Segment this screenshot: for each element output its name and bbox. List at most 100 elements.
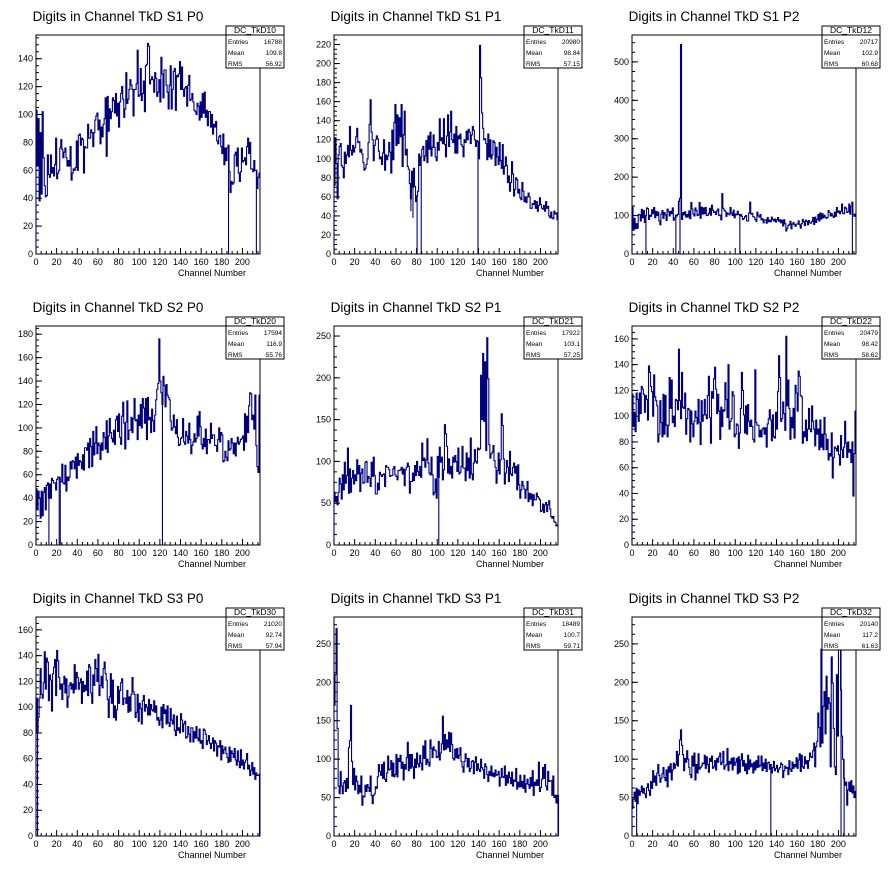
stats-value: 109.8 (266, 50, 283, 57)
x-tick-label: 60 (93, 839, 103, 849)
plot-title: Digits in Channel TkD S2 P2 (629, 300, 800, 315)
stats-box (821, 316, 881, 360)
x-tick-label: 20 (350, 257, 360, 267)
x-tick-label: 100 (430, 839, 445, 849)
y-tick-label: 160 (614, 334, 629, 344)
x-tick-label: 60 (93, 548, 103, 558)
x-tick-label: 40 (72, 839, 82, 849)
x-tick-label: 80 (710, 548, 720, 558)
y-tick-label: 40 (23, 779, 33, 789)
y-tick-label: 60 (23, 754, 33, 764)
y-tick-label: 200 (316, 677, 331, 687)
x-tick-label: 140 (173, 257, 188, 267)
x-tick-label: 40 (668, 839, 678, 849)
x-tick-label: 100 (430, 257, 445, 267)
stats-label: RMS (824, 643, 839, 650)
y-tick-label: 120 (18, 399, 33, 409)
y-tick-label: 80 (23, 728, 33, 738)
histogram-panel: Digits in Channel TkD S3 P2 0 20 40 60 80 100 1… (614, 591, 881, 860)
x-tick-label: 80 (412, 548, 422, 558)
stats-value: 116.9 (266, 341, 282, 348)
stats-label: Mean (526, 341, 543, 348)
plot-title: Digits in Channel TkD S1 P0 (33, 9, 204, 24)
x-tick-label: 160 (194, 548, 209, 558)
x-tick-label: 160 (790, 839, 805, 849)
y-tick-label: 60 (619, 463, 629, 473)
stats-name: DC_TkD32 (830, 607, 872, 617)
y-tick-label: 200 (316, 59, 331, 69)
stats-label: RMS (526, 643, 541, 650)
y-tick-label: 0 (28, 540, 33, 550)
x-axis-label: Channel Number (178, 559, 246, 569)
stats-value: 100.7 (564, 632, 581, 639)
x-tick-label: 140 (769, 839, 784, 849)
histogram-series-line (333, 337, 558, 545)
stats-label: RMS (228, 352, 243, 359)
x-tick-label: 0 (331, 548, 336, 558)
x-tick-label: 120 (152, 548, 167, 558)
histogram-panel: Digits in Channel TkD S2 P2 0 20 40 60 80 100 1… (614, 300, 881, 569)
y-tick-label: 140 (18, 651, 33, 661)
stats-name: DC_TkD20 (234, 316, 276, 326)
y-tick-label: 200 (614, 172, 629, 182)
stats-label: RMS (824, 352, 839, 359)
x-tick-label: 120 (152, 257, 167, 267)
histogram-panel: Digits in Channel TkD S2 P1 0 20 40 60 80 100 1… (316, 300, 583, 569)
stats-value: 56.92 (266, 61, 283, 68)
stats-value: 59.71 (564, 643, 581, 650)
y-tick-label: 50 (619, 793, 629, 803)
y-tick-label: 20 (23, 517, 33, 527)
stats-label: Entries (526, 330, 547, 337)
x-tick-label: 60 (391, 548, 401, 558)
y-tick-label: 250 (614, 639, 629, 649)
stats-label: Entries (824, 621, 845, 628)
stats-name: DC_TkD12 (830, 25, 872, 35)
x-tick-label: 100 (132, 257, 147, 267)
stats-value: 17594 (264, 330, 282, 337)
stats-label: Entries (228, 39, 249, 46)
y-tick-label: 20 (321, 230, 331, 240)
x-tick-label: 120 (152, 839, 167, 849)
histogram-series-line (333, 44, 558, 254)
y-tick-label: 120 (614, 385, 629, 395)
stats-label: Entries (824, 39, 845, 46)
histogram-series-line (35, 338, 260, 545)
histogram-panel: Digits in Channel TkD S1 P2 0 20 40 60 80 100 1… (614, 9, 881, 278)
x-tick-label: 20 (648, 839, 658, 849)
x-tick-label: 0 (331, 257, 336, 267)
x-tick-label: 100 (728, 839, 743, 849)
x-tick-label: 120 (748, 839, 763, 849)
x-tick-label: 40 (72, 257, 82, 267)
x-tick-label: 80 (412, 839, 422, 849)
histogram-series-line (333, 627, 558, 836)
stats-value: 103.1 (564, 341, 581, 348)
x-tick-label: 200 (831, 839, 846, 849)
x-tick-label: 160 (492, 839, 507, 849)
x-axis-label: Channel Number (774, 559, 842, 569)
x-tick-label: 180 (512, 839, 527, 849)
plot-frame (631, 616, 857, 837)
stats-value: 58.62 (862, 352, 879, 359)
stats-label: Entries (526, 621, 547, 628)
x-tick-label: 140 (471, 839, 486, 849)
plot-frame (333, 325, 559, 546)
x-tick-label: 80 (412, 257, 422, 267)
y-tick-label: 100 (18, 702, 33, 712)
y-tick-label: 200 (614, 677, 629, 687)
y-tick-label: 150 (316, 415, 331, 425)
y-tick-label: 220 (316, 40, 331, 50)
stats-value: 55.76 (266, 352, 283, 359)
plot-title: Digits in Channel TkD S1 P1 (331, 9, 502, 24)
y-tick-label: 100 (18, 110, 33, 120)
stats-label: Entries (228, 330, 249, 337)
x-tick-label: 20 (52, 257, 62, 267)
x-tick-label: 40 (668, 257, 678, 267)
x-tick-label: 140 (471, 257, 486, 267)
y-tick-label: 50 (321, 793, 331, 803)
x-tick-label: 200 (533, 257, 548, 267)
y-tick-label: 0 (624, 831, 629, 841)
x-tick-label: 200 (831, 548, 846, 558)
histogram-panel: Digits in Channel TkD S1 P1 0 20 40 60 80 100 1… (316, 9, 583, 278)
stats-label: Mean (526, 50, 543, 57)
